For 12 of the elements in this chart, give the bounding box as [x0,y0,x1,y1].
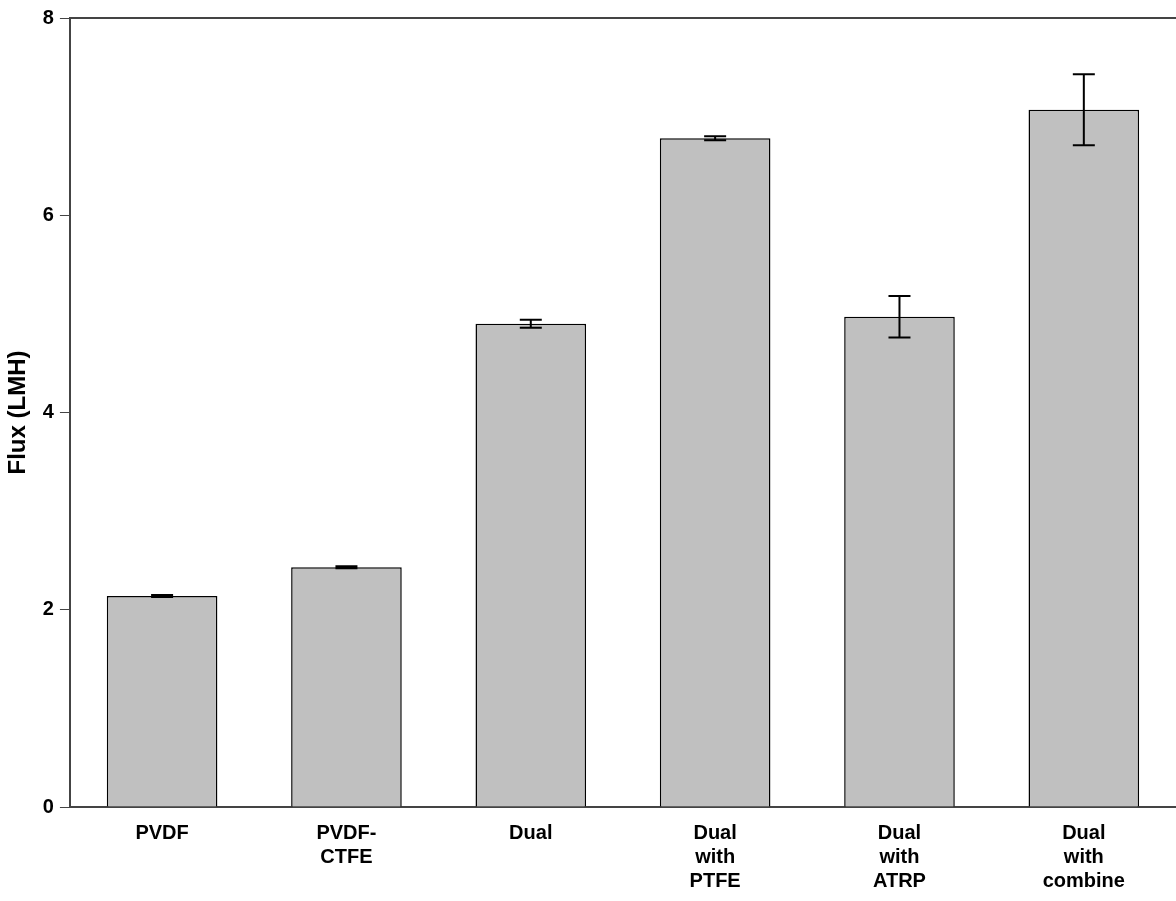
y-tick-label: 8 [42,5,54,28]
y-tick-label: 2 [42,597,54,620]
x-tick-label: Dual [509,820,553,843]
y-tick-label: 6 [42,202,54,225]
x-tick-label: Dual with ATRP [873,820,926,891]
x-tick-label: PVDF-CTFE [316,820,377,867]
y-tick-label: 0 [42,794,54,817]
x-tick-label: Dual with PTFE [689,820,741,891]
x-tick-label: PVDF [135,820,189,843]
y-tick-label: 4 [42,400,55,423]
x-tick-label: Dual with combine [1042,820,1125,891]
y-axis-title: Flux (LMH) [3,350,31,475]
